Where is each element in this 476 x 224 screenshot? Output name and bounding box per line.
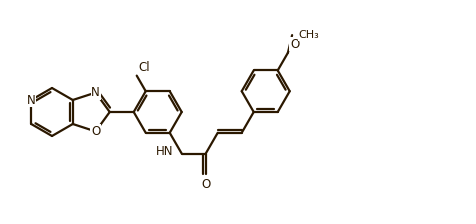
- Text: N: N: [91, 86, 100, 99]
- Text: HN: HN: [156, 145, 174, 158]
- Text: N: N: [27, 93, 36, 106]
- Text: Cl: Cl: [139, 61, 150, 74]
- Text: O: O: [91, 125, 100, 138]
- Text: CH₃: CH₃: [298, 30, 319, 40]
- Text: O: O: [290, 38, 299, 51]
- Text: O: O: [201, 178, 210, 191]
